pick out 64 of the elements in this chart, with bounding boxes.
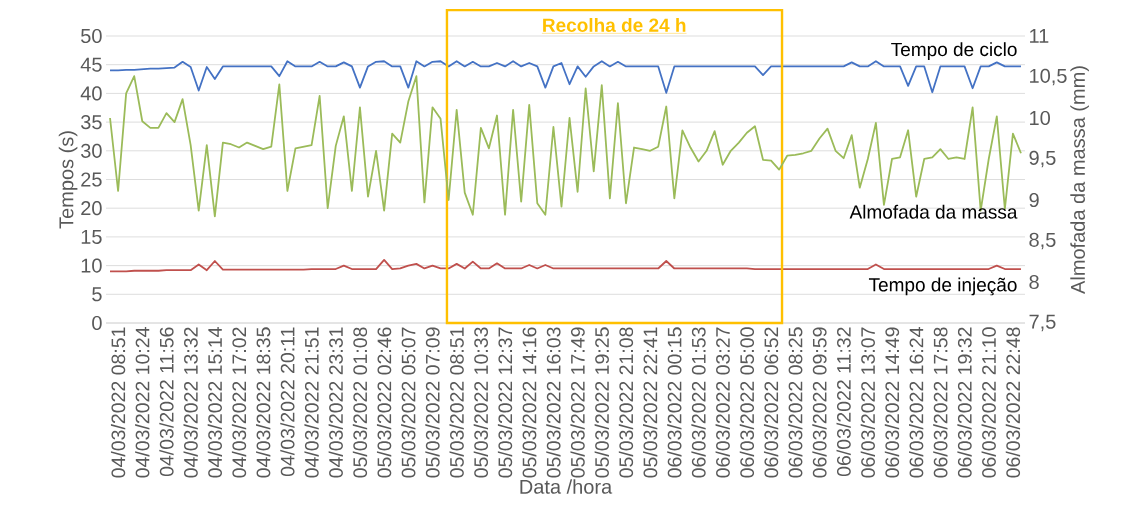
y-tick-label: 35 (81, 115, 102, 130)
x-tick-label: 05/03/2022 17:49 (570, 327, 585, 478)
x-tick-label: 04/03/2022 10:24 (135, 327, 150, 478)
series-label: Tempo de ciclo (891, 42, 1017, 60)
x-tick-label: 05/03/2022 22:41 (643, 327, 658, 478)
y2-tick-label: 9,5 (1029, 150, 1056, 168)
x-tick-label: 06/03/2022 06:52 (763, 327, 779, 478)
x-axis-title: Data /hora (520, 479, 613, 494)
y-tick-label: 10 (81, 258, 102, 273)
text: Recolha de 24 h (543, 18, 686, 32)
series-label: Almofada da massa (849, 204, 1018, 219)
y-tick-label: 50 (81, 28, 102, 44)
y-axis-title: Tempos (s) (58, 131, 78, 229)
x-tick-label: 05/03/2022 16:03 (546, 327, 561, 478)
x-tick-label: 06/03/2022 00:15 (667, 327, 682, 478)
x-tick-label: 06/03/2022 13:07 (860, 327, 875, 478)
x-tick-label: 04/03/2022 21:51 (304, 327, 319, 478)
x-tick-label: 06/03/2022 01:53 (691, 327, 706, 478)
y2-tick-label: 9 (1029, 192, 1039, 208)
x-tick-label: 06/03/2022 17:58 (933, 327, 948, 478)
x-tick-label: 05/03/2022 01:08 (352, 327, 368, 478)
x-tick-label: 05/03/2022 21:08 (618, 327, 634, 478)
y2-axis-title: Almofada da massa (mm) (1070, 66, 1089, 294)
y-tick-label: 15 (81, 229, 102, 244)
x-tick-label: 06/03/2022 11:32 (836, 327, 851, 477)
x-tick-label: 05/03/2022 12:37 (497, 327, 513, 478)
x-tick-label: 06/03/2022 03:27 (715, 327, 730, 478)
y-tick-label: 45 (80, 57, 102, 72)
x-tick-label: 05/03/2022 14:16 (522, 327, 537, 478)
y2-tick-label: 7,5 (1029, 314, 1056, 332)
x-tick-label: 06/03/2022 16:24 (909, 327, 924, 478)
y-tick-label: 40 (80, 86, 102, 101)
x-tick-label: 06/03/2022 19:32 (957, 327, 972, 478)
y-tick-label: 30 (81, 143, 102, 158)
y2-tick-label: 8 (1029, 274, 1039, 290)
x-tick-label: 06/03/2022 08:25 (788, 327, 803, 478)
x-tick-label: 04/03/2022 18:35 (256, 327, 271, 478)
x-tick-label: 05/03/2022 19:25 (594, 327, 609, 478)
x-tick-label: 04/03/2022 08:51 (110, 327, 126, 478)
x-tick-label: 04/03/2022 15:14 (207, 327, 222, 478)
x-tick-label: 06/03/2022 05:00 (739, 327, 755, 478)
x-tick-label: 05/03/2022 05:07 (401, 327, 416, 478)
x-tick-label: 06/03/2022 21:10 (981, 327, 996, 478)
y-tick-label: 25 (81, 172, 102, 187)
x-tick-label: 06/03/2022 14:49 (884, 327, 900, 478)
y2-tick-label: 10,5 (1030, 68, 1067, 86)
x-tick-label: 05/03/2022 02:46 (376, 327, 392, 478)
x-tick-label: 04/03/2022 17:02 (231, 327, 247, 478)
x-tick-label: 04/03/2022 13:32 (183, 327, 198, 478)
x-tick-label: 05/03/2022 08:51 (449, 327, 464, 478)
y2-tick-label: 8,5 (1029, 232, 1056, 250)
y2-tick-label: 11 (1030, 29, 1049, 43)
y-tick-label: 5 (92, 287, 102, 302)
y-tick-label: 0 (92, 315, 102, 331)
x-tick-label: 05/03/2022 10:33 (473, 327, 489, 478)
x-tick-label: 05/03/2022 07:09 (425, 327, 440, 478)
x-tick-label: 06/03/2022 09:59 (812, 327, 827, 478)
x-tick-label: 04/03/2022 23:31 (328, 327, 343, 478)
x-tick-label: 06/03/2022 22:48 (1005, 327, 1021, 478)
y2-tick-label: 10 (1030, 110, 1050, 126)
x-tick-label: 04/03/2022 11:56 (159, 327, 174, 477)
x-tick-label: 04/03/2022 20:11 (280, 327, 295, 477)
series-label: Tempo de injeção (868, 277, 1017, 296)
y-tick-label: 20 (81, 201, 102, 216)
